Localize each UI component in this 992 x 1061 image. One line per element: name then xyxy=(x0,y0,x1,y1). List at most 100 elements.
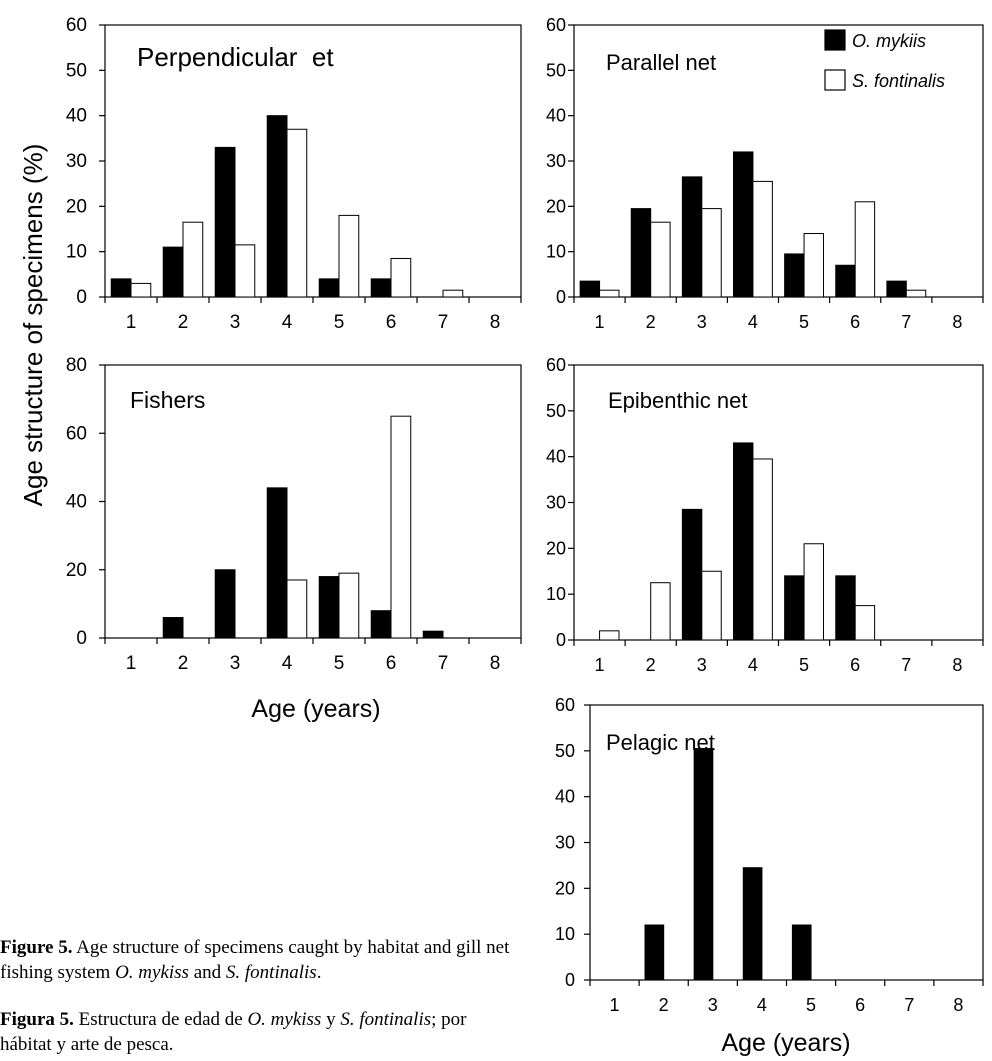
y-tick-label: 20 xyxy=(546,538,566,558)
y-tick-label: 20 xyxy=(555,878,575,898)
x-tick-label: 5 xyxy=(334,312,345,333)
y-tick-label: 0 xyxy=(76,628,87,649)
bar-o-mykiis xyxy=(110,278,132,298)
bar-o-mykiis xyxy=(733,442,754,641)
panel-title: Parallel net xyxy=(606,50,716,75)
x-tick-label: 3 xyxy=(230,312,241,333)
x-tick-label: 1 xyxy=(126,312,137,333)
caption-english-text-1: Age structure of specimens caught by hab… xyxy=(0,937,510,983)
y-tick-label: 40 xyxy=(66,106,87,127)
x-tick-label: 3 xyxy=(697,655,707,675)
y-tick-label: 0 xyxy=(565,970,575,990)
x-tick-label: 2 xyxy=(646,312,656,332)
x-tick-label: 6 xyxy=(850,655,860,675)
bar-s-fontinalis xyxy=(390,257,412,298)
x-tick-label: 6 xyxy=(386,653,397,674)
panel-title: Fishers xyxy=(130,387,205,413)
caption-english: Figure 5. Age structure of specimens cau… xyxy=(0,935,520,985)
bar-o-mykiis xyxy=(422,630,444,639)
x-tick-label: 8 xyxy=(952,312,962,332)
bar-o-mykiis xyxy=(266,115,288,298)
bar-s-fontinalis xyxy=(286,579,308,639)
x-tick-label: 2 xyxy=(659,995,669,1015)
y-tick-label: 60 xyxy=(66,15,87,36)
bar-o-mykiis xyxy=(318,278,340,298)
y-tick-label: 20 xyxy=(66,196,87,217)
bar-s-fontinalis xyxy=(854,605,876,641)
bar-s-fontinalis xyxy=(650,582,671,641)
y-tick-label: 30 xyxy=(546,151,566,171)
caption-spanish-species-2: S. fontinalis xyxy=(340,1009,432,1030)
x-tick-label: 1 xyxy=(595,312,605,332)
x-tick-label: 8 xyxy=(490,312,501,333)
bar-o-mykiis xyxy=(370,610,392,639)
y-tick-label: 60 xyxy=(546,355,566,375)
caption-english-label: Figure 5. xyxy=(0,937,73,958)
bar-s-fontinalis xyxy=(390,415,412,639)
x-tick-label: 4 xyxy=(282,653,293,674)
panel-fishers: 0 20 40 60 80 1 2 3 4 5 6 7 8 Fishers xyxy=(66,355,522,674)
y-tick-label: 40 xyxy=(546,106,566,126)
y-tick-label: 50 xyxy=(66,60,87,81)
x-tick-label: 3 xyxy=(708,995,718,1015)
x-tick-label: 8 xyxy=(953,995,963,1015)
bar-s-fontinalis xyxy=(130,282,152,298)
panel-title: Perpendicular et xyxy=(137,42,334,72)
y-tick-label: 30 xyxy=(555,833,575,853)
x-tick-label: 1 xyxy=(595,655,605,675)
panel-parallel-net: 0 10 20 30 40 50 60 1 2 3 4 5 6 7 8 Parallel net xyxy=(546,15,984,332)
x-axis-title-right: Age (years) xyxy=(721,1029,850,1057)
bar-s-fontinalis xyxy=(599,289,620,298)
bar-o-mykiis xyxy=(681,176,703,298)
y-tick-label: 50 xyxy=(546,60,566,80)
bar-o-mykiis xyxy=(693,748,714,981)
y-axis-title: Age structure of specimens (%) xyxy=(18,144,48,507)
bar-o-mykiis xyxy=(742,867,763,981)
y-tick-label: 0 xyxy=(76,287,87,308)
panel-title: Epibenthic net xyxy=(608,388,747,413)
y-tick-label: 10 xyxy=(66,242,87,263)
x-tick-label: 7 xyxy=(438,312,449,333)
bar-o-mykiis xyxy=(266,487,288,639)
y-tick-label: 60 xyxy=(66,423,87,444)
bar-s-fontinalis xyxy=(234,244,256,298)
y-tick-label: 80 xyxy=(66,355,87,376)
x-tick-label: 5 xyxy=(799,655,809,675)
caption-spanish-text-2: y xyxy=(321,1009,341,1030)
x-tick-label: 2 xyxy=(646,655,656,675)
bar-o-mykiis xyxy=(791,924,812,981)
x-tick-label: 1 xyxy=(126,653,137,674)
y-tick-label: 40 xyxy=(546,447,566,467)
bar-s-fontinalis xyxy=(803,233,824,298)
panel-title: Pelagic net xyxy=(606,730,715,755)
caption-spanish-species-1: O. mykiss xyxy=(247,1009,322,1030)
x-tick-label: 3 xyxy=(697,312,707,332)
caption-spanish-text-1: Estructura de edad de xyxy=(73,1009,248,1030)
y-tick-label: 30 xyxy=(546,493,566,513)
x-tick-label: 2 xyxy=(178,653,189,674)
x-tick-label: 6 xyxy=(386,312,397,333)
y-tick-label: 0 xyxy=(556,287,566,307)
y-tick-label: 20 xyxy=(546,196,566,216)
y-tick-label: 10 xyxy=(555,924,575,944)
x-tick-label: 6 xyxy=(855,995,865,1015)
y-tick-label: 20 xyxy=(66,560,87,581)
bar-o-mykiis xyxy=(733,151,754,298)
bar-s-fontinalis xyxy=(182,221,204,298)
bar-o-mykiis xyxy=(835,264,856,298)
caption-english-species-1: O. mykiss xyxy=(115,962,189,983)
bar-s-fontinalis xyxy=(803,543,824,641)
legend: O. mykiis S. fontinalis xyxy=(824,29,945,91)
x-axis-title-left: Age (years) xyxy=(251,695,380,723)
y-tick-label: 60 xyxy=(555,695,575,715)
bar-o-mykiis xyxy=(784,253,805,298)
bar-s-fontinalis xyxy=(854,201,876,298)
bar-o-mykiis xyxy=(579,280,601,298)
bar-o-mykiis xyxy=(318,576,340,639)
x-tick-label: 4 xyxy=(282,312,293,333)
bar-s-fontinalis xyxy=(905,289,927,298)
bar-s-fontinalis xyxy=(338,572,360,639)
caption-spanish: Figura 5. Estructura de edad de O. mykis… xyxy=(0,1007,520,1057)
